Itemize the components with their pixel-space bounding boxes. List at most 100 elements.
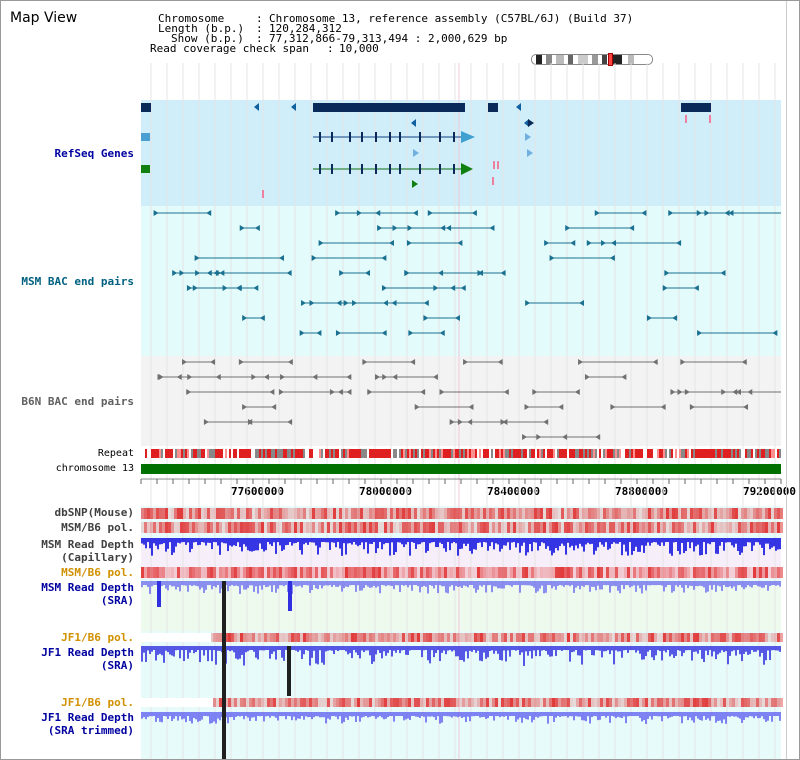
track-label-msm-depth-sra-1[interactable]: MSM Read Depth	[41, 581, 134, 594]
track-label-jf1-b6-pol-1[interactable]: JF1/B6 pol.	[61, 631, 134, 644]
depth-bar	[365, 712, 367, 717]
heat-cell	[405, 567, 408, 578]
marker	[262, 190, 264, 198]
heat-cell	[336, 508, 339, 519]
depth-bar	[657, 581, 659, 586]
heat-cell	[321, 698, 324, 707]
depth-bar	[565, 712, 567, 717]
track-label-repeat[interactable]: Repeat	[97, 448, 134, 459]
repeat-cell	[615, 449, 617, 458]
depth-bar	[381, 646, 383, 659]
depth-bar	[465, 538, 467, 546]
track-label-jf1-b6-pol-2[interactable]: JF1/B6 pol.	[61, 696, 134, 709]
heat-cell	[615, 633, 618, 642]
heat-cell	[330, 567, 333, 578]
heat-cell	[651, 567, 654, 578]
repeat-cell	[533, 449, 535, 458]
depth-bar	[283, 712, 285, 717]
depth-bar	[341, 581, 343, 592]
heat-cell	[144, 522, 147, 533]
track-label-b6n-bac[interactable]: B6N BAC end pairs	[21, 395, 134, 408]
heat-cell	[231, 522, 234, 533]
heat-cell	[576, 508, 579, 519]
heat-cell	[342, 522, 345, 533]
repeat-cell	[679, 449, 681, 458]
heat-cell	[717, 522, 720, 533]
depth-spike	[157, 581, 161, 607]
heat-cell	[384, 567, 387, 578]
depth-bar	[479, 712, 481, 718]
heat-cell	[234, 508, 237, 519]
track-label-msm-bac[interactable]: MSM BAC end pairs	[21, 275, 134, 288]
depth-bar	[223, 538, 225, 544]
depth-bar	[413, 581, 415, 586]
repeat-cell	[745, 449, 747, 458]
depth-bar	[209, 712, 211, 724]
depth-bar	[427, 538, 429, 551]
depth-bar	[401, 538, 403, 545]
depth-bar	[355, 646, 357, 653]
heat-cell	[744, 567, 747, 578]
depth-bar	[625, 581, 627, 586]
heat-cell	[180, 567, 183, 578]
track-label-jf1-depth-sra-1[interactable]: JF1 Read Depth	[41, 646, 134, 659]
depth-bar	[587, 712, 589, 717]
depth-bar	[323, 646, 325, 665]
ideogram-position-marker[interactable]	[608, 53, 613, 66]
depth-bar	[203, 646, 205, 656]
depth-bar	[723, 712, 725, 720]
depth-bar	[399, 646, 401, 654]
depth-bar	[173, 712, 175, 719]
heat-cell	[159, 508, 162, 519]
heat-cell	[231, 567, 234, 578]
depth-bar	[389, 581, 391, 586]
depth-bar	[403, 712, 405, 721]
repeat-cell	[373, 449, 375, 458]
depth-bar	[635, 581, 637, 592]
track-label-dbsnp[interactable]: dbSNP(Mouse)	[54, 506, 134, 519]
heat-cell	[657, 508, 660, 519]
heat-cell	[666, 567, 669, 578]
track-label-msm-b6-pol-1[interactable]: MSM/B6 pol.	[61, 521, 134, 534]
heat-cell	[681, 522, 684, 533]
depth-bar	[459, 581, 461, 587]
depth-bar	[643, 646, 645, 660]
depth-bar	[287, 538, 289, 545]
depth-bar	[393, 581, 395, 590]
track-label-msm-depth-cap-1[interactable]: MSM Read Depth	[41, 538, 134, 551]
depth-bar	[163, 581, 165, 586]
heat-cell	[198, 522, 201, 533]
heat-cell	[507, 508, 510, 519]
chromosome-ideogram[interactable]	[531, 54, 653, 65]
depth-bar	[371, 538, 373, 545]
msm-bac-pair-end	[388, 240, 394, 246]
depth-bar	[417, 646, 419, 651]
track-label-jf1-depth-trim-1[interactable]: JF1 Read Depth	[41, 711, 134, 724]
repeat-cell	[651, 449, 653, 458]
depth-bar	[405, 538, 407, 545]
depth-bar	[285, 538, 287, 546]
repeat-cell	[379, 449, 381, 458]
depth-bar	[683, 538, 685, 554]
depth-bar	[181, 646, 183, 651]
b6n-bac-pair-end	[449, 419, 455, 425]
depth-bar	[513, 646, 515, 651]
gene-arrow	[527, 149, 533, 157]
heat-cell	[381, 698, 384, 707]
repeat-cell	[303, 449, 305, 458]
depth-bar	[209, 646, 211, 651]
track-label-msm-b6-pol-2[interactable]: MSM/B6 pol.	[61, 566, 134, 579]
repeat-cell	[287, 449, 289, 458]
b6n-bac-pair-end	[595, 434, 601, 440]
heat-cell	[495, 698, 498, 707]
heat-cell	[306, 567, 309, 578]
track-label-chromosome[interactable]: chromosome 13	[55, 463, 134, 474]
depth-bar	[543, 646, 545, 651]
depth-bar	[627, 581, 629, 586]
track-label-refseq[interactable]: RefSeq Genes	[54, 147, 134, 160]
depth-bar	[175, 538, 177, 547]
exon	[389, 164, 391, 174]
depth-bar	[195, 581, 197, 586]
